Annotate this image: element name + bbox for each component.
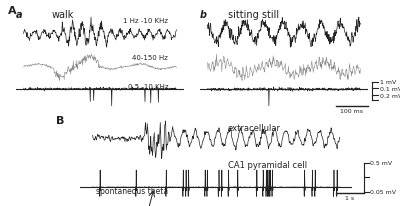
Text: extracellular: extracellular — [228, 124, 281, 132]
Text: 1 Hz -10 KHz: 1 Hz -10 KHz — [123, 18, 168, 23]
Text: CA1 pyramidal cell: CA1 pyramidal cell — [228, 161, 307, 170]
Text: 100 ms: 100 ms — [340, 108, 364, 113]
Text: 0.2 mV: 0.2 mV — [380, 93, 400, 98]
Text: spontaneous theta: spontaneous theta — [96, 186, 168, 195]
Text: 1 mV: 1 mV — [380, 80, 396, 85]
Text: 1 s: 1 s — [346, 195, 354, 200]
Text: sitting still: sitting still — [228, 10, 279, 20]
Text: b: b — [200, 10, 207, 20]
Text: A: A — [8, 6, 17, 16]
Text: 40-150 Hz: 40-150 Hz — [132, 55, 168, 61]
Text: 0.1 mV: 0.1 mV — [380, 86, 400, 91]
Text: 0.05 mV: 0.05 mV — [370, 189, 396, 194]
Text: B: B — [56, 115, 64, 125]
Text: a: a — [16, 10, 23, 20]
Text: 0.5 mV: 0.5 mV — [370, 160, 392, 165]
Text: walk: walk — [52, 10, 74, 20]
Text: 0.5 -10 KHz: 0.5 -10 KHz — [128, 84, 168, 89]
